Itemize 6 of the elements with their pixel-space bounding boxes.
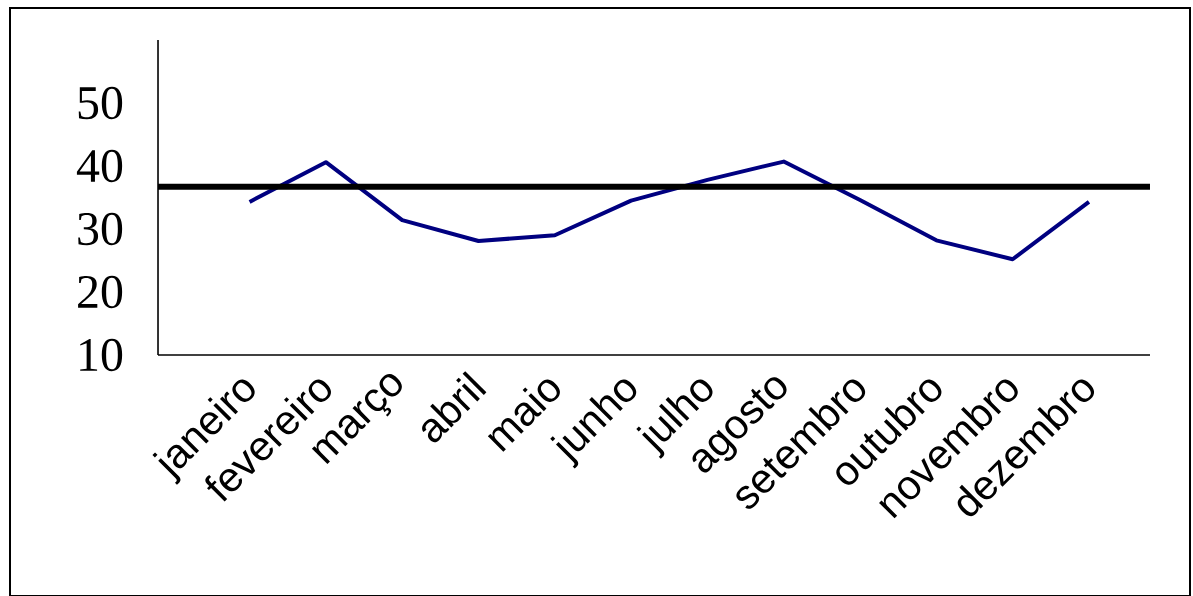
line-series xyxy=(247,159,1091,262)
y-tick-label: 50 xyxy=(78,86,123,120)
y-tick-label: 20 xyxy=(78,275,123,309)
y-tick-label: 10 xyxy=(80,338,123,372)
y-tick-label: 40 xyxy=(76,149,123,183)
y-tick-label: 30 xyxy=(78,212,123,246)
